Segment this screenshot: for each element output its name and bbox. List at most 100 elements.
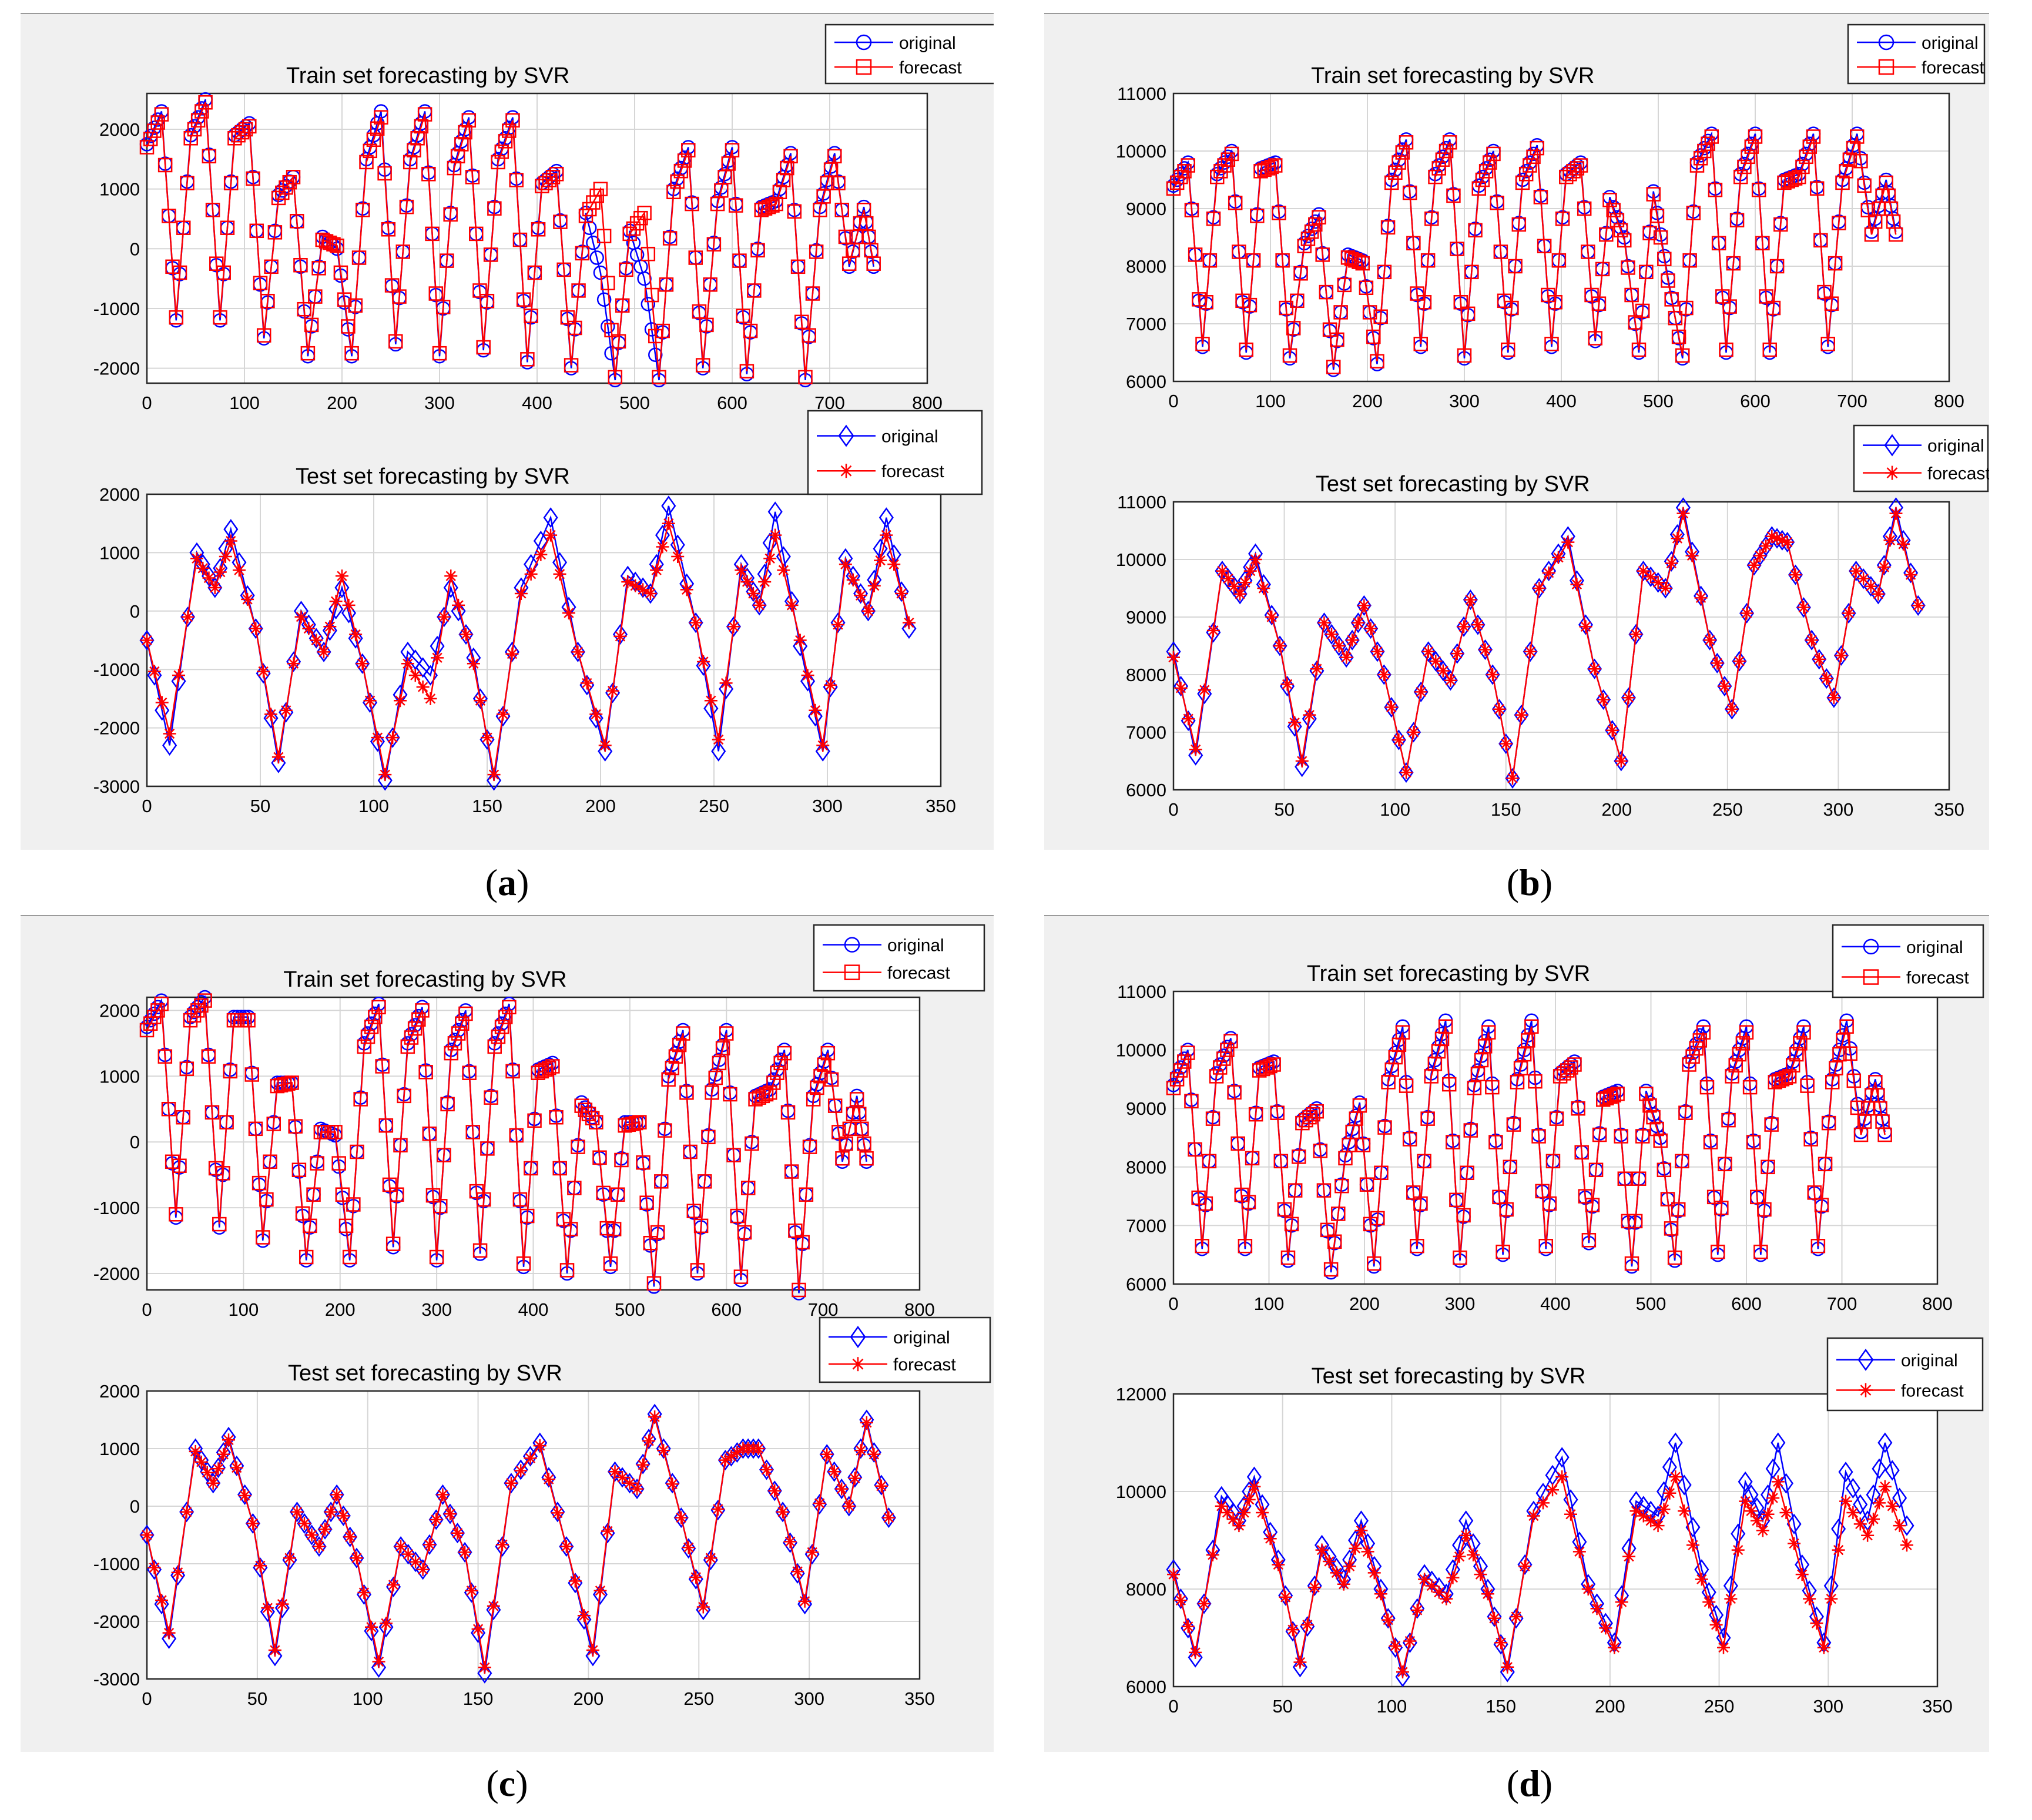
data-point-original [1413, 681, 1429, 702]
data-point-forecast [629, 579, 642, 592]
data-point-forecast [1493, 702, 1506, 716]
data-point-forecast [242, 119, 257, 134]
data-point-forecast [1323, 1262, 1339, 1277]
data-point-forecast [1624, 287, 1639, 303]
data-point-forecast [706, 237, 722, 252]
data-point-forecast [695, 358, 710, 373]
data-point-forecast [726, 1148, 741, 1162]
data-point-original [1500, 1661, 1515, 1682]
data-point-forecast [1280, 1250, 1296, 1265]
data-point-forecast [1167, 651, 1180, 664]
data-point-forecast [1671, 532, 1684, 545]
data-point-forecast [318, 1523, 332, 1536]
plot-frame [1172, 990, 1939, 1285]
data-point-forecast [516, 1256, 531, 1271]
data-point-forecast [747, 283, 762, 298]
y-tick-label: 9000 [1126, 1098, 1166, 1119]
data-point-forecast [1431, 161, 1446, 176]
data-point-forecast [1668, 310, 1683, 326]
data-point-forecast [189, 1444, 202, 1458]
data-point-forecast [1485, 1080, 1500, 1095]
data-point-forecast [1599, 1621, 1612, 1635]
data-point-forecast [531, 222, 546, 237]
data-point-forecast [1555, 1470, 1569, 1484]
data-point-forecast [483, 247, 498, 262]
legend-box [819, 1316, 991, 1383]
y-tick-label: 1000 [99, 179, 140, 200]
data-point-forecast [368, 1010, 383, 1024]
data-point-forecast [1814, 1198, 1829, 1212]
data-point-original [1463, 589, 1478, 611]
chart-b-train: 0 100 200 300 400 500 600 700 800600070008000900… [1116, 63, 1964, 411]
data-point-forecast [1669, 1470, 1682, 1484]
data-point-forecast [1530, 140, 1544, 156]
data-point-forecast [212, 1216, 227, 1232]
data-point-forecast [1389, 1639, 1402, 1653]
y-tick-label: 10000 [1116, 549, 1166, 570]
data-point-forecast [1671, 1202, 1686, 1217]
data-point-forecast [371, 1000, 386, 1015]
data-point-forecast [180, 1505, 193, 1519]
data-point-forecast [425, 226, 440, 242]
data-point-original [1668, 1432, 1683, 1453]
data-point-forecast [1555, 211, 1570, 226]
data-point-forecast [1564, 1507, 1577, 1521]
data-point-forecast [1518, 166, 1534, 182]
data-point-forecast [1268, 158, 1283, 173]
data-point-forecast [1395, 145, 1410, 160]
y-tick-label: 0 [130, 1496, 140, 1517]
legend-marker-forecast [1863, 969, 1879, 985]
data-point-forecast [719, 676, 733, 690]
data-point-forecast [1222, 572, 1235, 585]
data-point-forecast [1382, 1613, 1395, 1627]
data-point-forecast [147, 665, 161, 678]
data-point-forecast [260, 293, 275, 309]
plot-frame [1172, 1393, 1939, 1688]
data-point-forecast [471, 1623, 485, 1636]
data-point-forecast [432, 346, 447, 361]
data-point-forecast [704, 1551, 717, 1565]
data-point-forecast [1205, 1111, 1220, 1126]
data-point-original [1738, 1471, 1753, 1492]
data-point-forecast [839, 1136, 853, 1151]
x-tick-label: 100 [353, 1688, 383, 1709]
data-point-forecast [534, 1064, 549, 1079]
data-point-forecast [838, 229, 853, 244]
data-point-original [1819, 668, 1834, 689]
data-point-original [504, 1473, 519, 1494]
data-point-original [428, 1509, 444, 1530]
x-tick-label: 350 [926, 796, 956, 816]
data-point-forecast [252, 1175, 267, 1191]
data-point-original [1477, 639, 1493, 661]
data-point-forecast [1295, 755, 1309, 767]
data-point-forecast [568, 320, 582, 336]
data-point-original [311, 1536, 327, 1557]
data-point-forecast [1521, 1033, 1535, 1048]
data-point-forecast [712, 1055, 727, 1071]
data-point-forecast [524, 309, 538, 323]
data-point-forecast [1759, 289, 1773, 304]
legend-box [1832, 924, 1984, 998]
data-point-forecast [867, 1447, 881, 1461]
x-tick-label: 0 [142, 796, 152, 816]
data-point-forecast [425, 1188, 441, 1203]
data-point-forecast [1228, 195, 1243, 210]
data-point-forecast [1277, 1202, 1292, 1217]
data-point-forecast [1417, 1154, 1431, 1169]
data-point-original [1876, 555, 1892, 576]
data-point-forecast [1622, 691, 1635, 705]
data-point-forecast [681, 143, 696, 157]
data-point-original [1295, 756, 1310, 777]
data-point-forecast [698, 1174, 712, 1189]
data-point-forecast [1533, 190, 1548, 205]
data-point-forecast [806, 1546, 819, 1559]
data-point-forecast [552, 1161, 567, 1176]
panel-d: 0 100 200 300 400 500 600 700 800 6000 7000 8000 900… [1044, 915, 1989, 1752]
data-point-forecast [820, 1447, 834, 1461]
data-point-forecast [683, 1144, 698, 1159]
data-point-forecast [291, 1162, 307, 1178]
data-point-forecast [147, 123, 162, 138]
data-point-original [451, 601, 466, 622]
data-point-forecast [1878, 1480, 1892, 1493]
data-point-forecast [1523, 158, 1537, 173]
